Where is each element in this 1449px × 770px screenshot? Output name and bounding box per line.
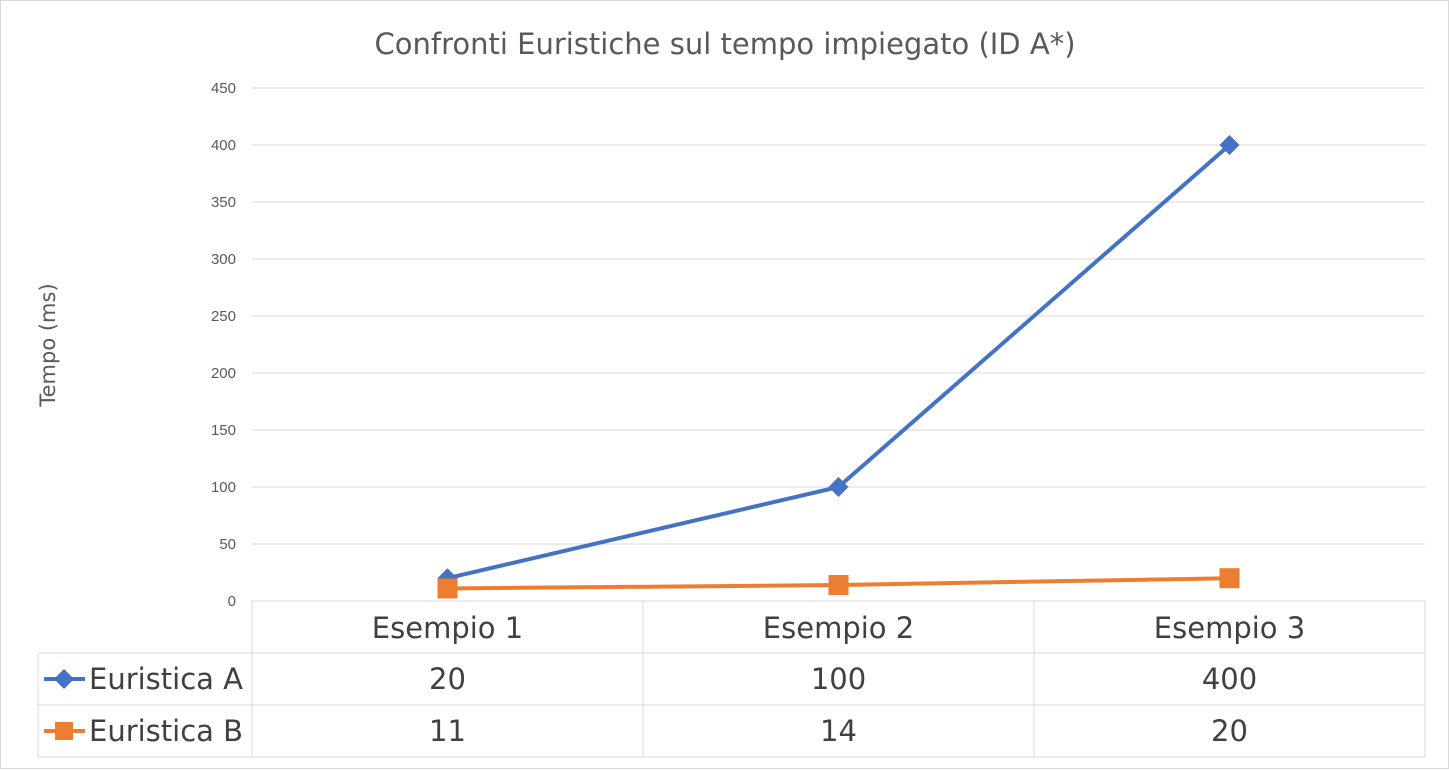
gridlines	[252, 87, 1425, 545]
x-category-label: Esempio 3	[1154, 611, 1305, 645]
legend-series-name: Euristica A	[89, 662, 243, 696]
y-tick-label: 400	[211, 137, 236, 154]
table-cell-value: 20	[429, 662, 466, 696]
table-cell-value: 20	[1211, 714, 1248, 748]
diamond-marker	[1219, 135, 1240, 155]
series-line	[447, 143, 1231, 581]
data-table: Esempio 1 Esempio 2 Esempio 3 Euristica A 20…	[37, 600, 1426, 758]
x-category-label: Esempio 1	[372, 611, 523, 645]
square-marker	[55, 722, 73, 740]
square-marker	[828, 575, 849, 596]
x-category-label: Esempio 2	[763, 611, 914, 645]
table-row-series-2: Euristica B 11 14 20	[44, 714, 1248, 748]
series-1	[437, 135, 1240, 589]
table-cell-value: 14	[820, 714, 857, 748]
y-axis-title: Tempo (ms)	[36, 283, 60, 407]
y-tick-label: 200	[211, 365, 236, 382]
y-tick-label: 450	[211, 80, 236, 97]
y-tick-label: 50	[219, 536, 236, 553]
y-tick-label: 250	[211, 308, 236, 325]
y-axis-ticks: 0 50 100 150 200 250 300 350 400 450	[211, 80, 236, 610]
y-tick-label: 350	[211, 194, 236, 211]
y-tick-label: 300	[211, 251, 236, 268]
table-row-series-1: Euristica A 20 100 400	[44, 662, 1257, 696]
chart-title: Confronti Euristiche sul tempo impiegato…	[374, 27, 1075, 61]
table-cell-value: 400	[1202, 662, 1257, 696]
square-marker	[437, 578, 458, 599]
y-tick-label: 100	[211, 479, 236, 496]
y-tick-label: 0	[228, 593, 236, 610]
series-2	[437, 568, 1240, 599]
diamond-marker	[54, 669, 74, 689]
table-cell-value: 100	[811, 662, 866, 696]
series-lines	[437, 135, 1240, 599]
legend-series-name: Euristica B	[89, 714, 243, 748]
square-marker	[1219, 568, 1240, 589]
table-cell-value: 11	[429, 714, 466, 748]
y-tick-label: 150	[211, 422, 236, 439]
diamond-marker	[828, 477, 849, 497]
